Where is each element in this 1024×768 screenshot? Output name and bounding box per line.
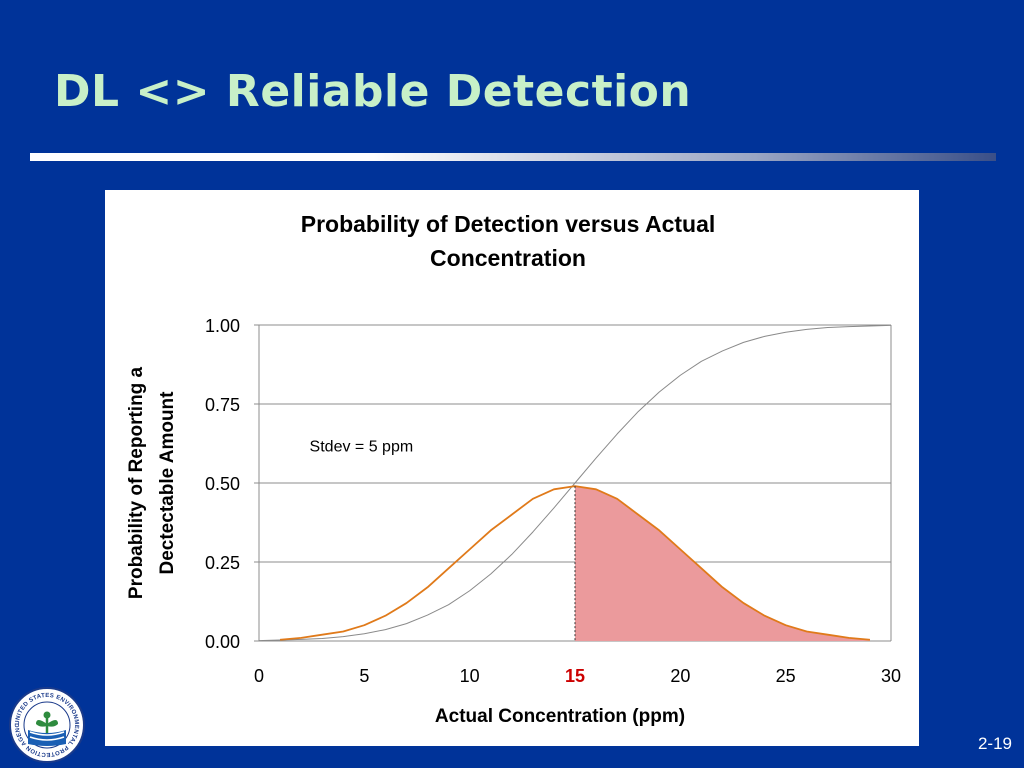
y-axis-label-line: Probability of Reporting a	[126, 366, 147, 599]
x-tick-label: 0	[254, 666, 264, 686]
y-tick-label: 0.75	[205, 395, 240, 415]
y-axis-label-line: Dectectable Amount	[157, 391, 178, 575]
x-tick-label: 30	[881, 666, 901, 686]
x-tick-label: 15	[565, 666, 585, 686]
cdf-line	[258, 324, 892, 642]
y-tick-label: 0.50	[205, 474, 240, 494]
x-tick-label: 5	[359, 666, 369, 686]
shaded-area	[575, 486, 870, 641]
slide-number: 2-19	[977, 734, 1012, 753]
x-tick-label: 25	[776, 666, 796, 686]
title-rule	[30, 153, 996, 161]
slide-title: DL <> Reliable Detection	[54, 66, 692, 117]
chart-title-line: Probability of Detection versus Actual	[301, 211, 716, 237]
y-tick-label: 0.25	[205, 553, 240, 573]
epa-logo: UNITED STATES ENVIRONMENTAL PROTECTION A…	[8, 686, 85, 763]
stdev-annotation: Stdev = 5 ppm	[310, 438, 414, 455]
probability-chart: Probability of Detection versus Actual Co…	[126, 211, 901, 727]
y-tick-label: 0.00	[205, 632, 240, 652]
x-tick-label: 20	[670, 666, 690, 686]
x-tick-label: 10	[460, 666, 480, 686]
x-axis-label: Actual Concentration (ppm)	[435, 706, 685, 727]
chart-title-line: Concentration	[430, 245, 586, 271]
chart-panel: Probability of Detection versus Actual Co…	[105, 190, 919, 746]
y-tick-label: 1.00	[205, 316, 240, 336]
